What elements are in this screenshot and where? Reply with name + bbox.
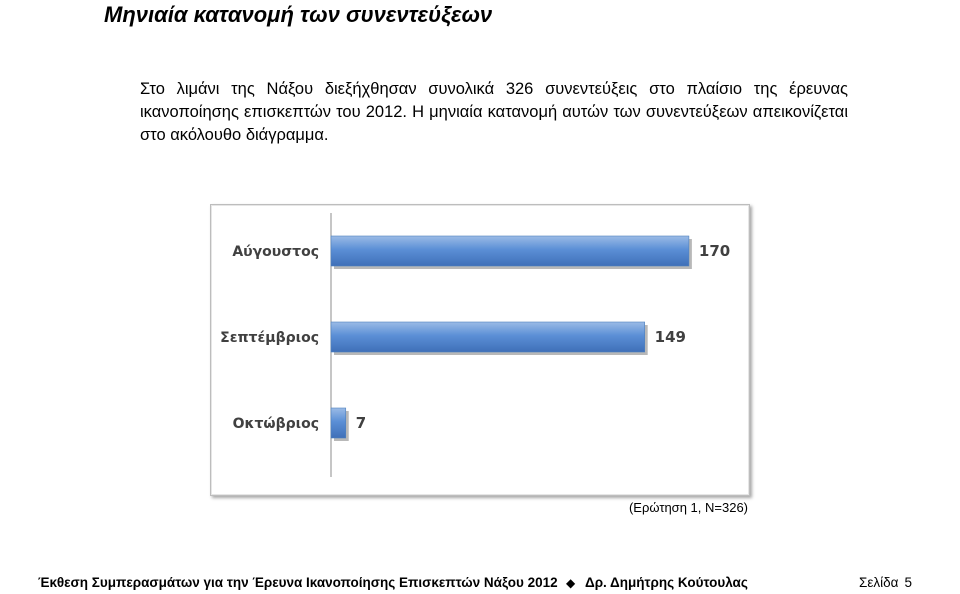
category-label: Οκτώβριος	[233, 416, 319, 432]
footer-report-title: Έκθεση Συμπερασμάτων για την Έρευνα Ικαν…	[38, 575, 558, 590]
chart-container: Αύγουστος 170 Σεπτέμβριος 149 Οκτώβριος 7	[210, 204, 750, 496]
footer-page-number: Σελίδα 5	[853, 575, 912, 590]
category-label: Αύγουστος	[232, 244, 319, 260]
data-label: 7	[356, 414, 366, 432]
page-number: 5	[904, 575, 912, 590]
footer-author: Δρ. Δημήτρης Κούτουλας	[585, 575, 748, 590]
intro-paragraph: Στο λιμάνι της Νάξου διεξήχθησαν συνολικ…	[140, 80, 848, 144]
chart-caption: (Ερώτηση 1, N=326)	[628, 500, 748, 515]
diamond-icon: ◆	[566, 576, 576, 590]
category-label: Σεπτέμβριος	[220, 330, 319, 346]
bar	[330, 235, 690, 267]
page-footer: Έκθεση Συμπερασμάτων για την Έρευνα Ικαν…	[0, 563, 960, 594]
bar-chart: Αύγουστος 170 Σεπτέμβριος 149 Οκτώβριος 7	[220, 213, 730, 477]
data-label: 170	[699, 242, 730, 260]
data-label: 149	[655, 328, 686, 346]
bar	[330, 321, 645, 353]
bar	[330, 407, 347, 439]
page-label: Σελίδα	[859, 575, 899, 590]
section-heading: Μηνιαία κατανομή των συνεντεύξεων	[104, 2, 493, 27]
